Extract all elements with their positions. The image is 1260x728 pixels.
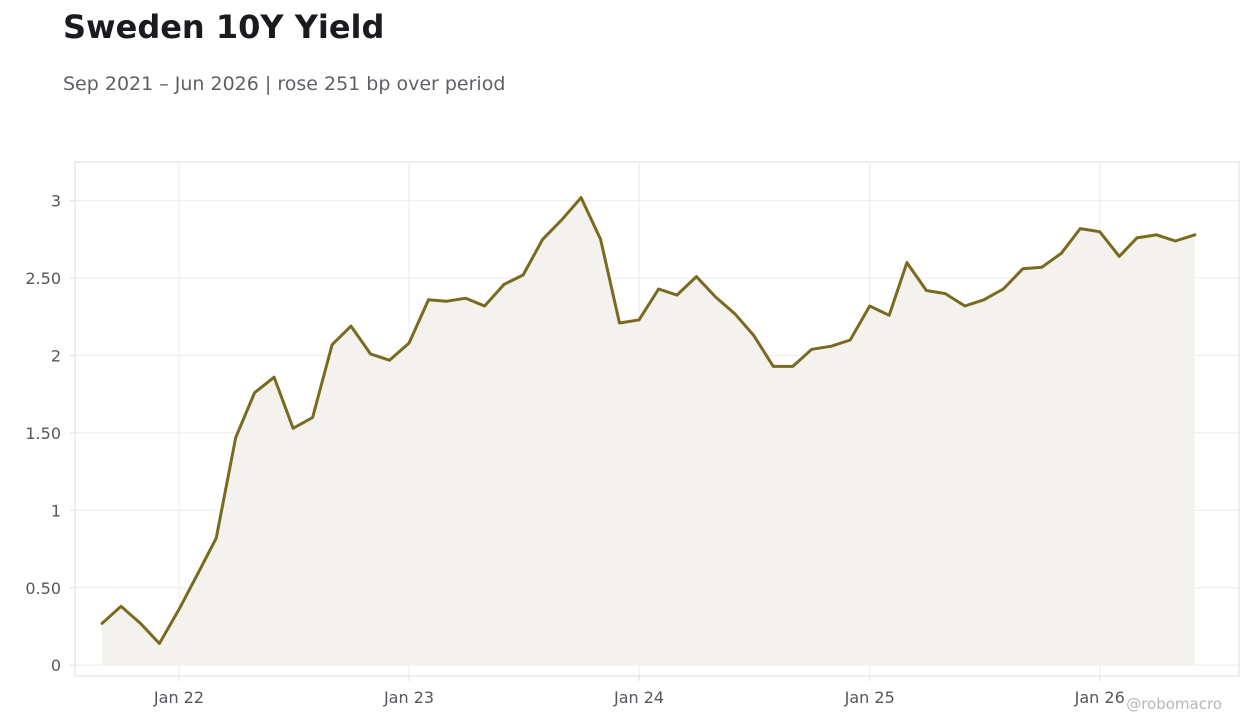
y-tick-label: 0.50 <box>25 579 61 598</box>
y-tick-label: 2.50 <box>25 269 61 288</box>
chart-subtitle: Sep 2021 – Jun 2026 | rose 251 bp over p… <box>63 73 506 95</box>
y-axis: 0 0.50 1 1.50 2 2.50 3 <box>25 192 75 675</box>
series-area <box>102 197 1195 666</box>
y-tick-label: 1.50 <box>25 424 61 443</box>
x-tick-label: Jan 23 <box>383 688 434 707</box>
x-tick-label: Jan 25 <box>844 688 895 707</box>
y-tick-label: 1 <box>51 501 61 520</box>
series-line <box>100 196 1197 645</box>
x-tick-label: Jan 24 <box>613 688 664 707</box>
chart-title: Sweden 10Y Yield <box>63 8 385 46</box>
watermark: @robomacro <box>1126 695 1222 713</box>
y-tick-label: 2 <box>51 347 61 366</box>
y-tick-label: 0 <box>51 656 61 675</box>
y-tick-label: 3 <box>51 192 61 211</box>
x-tick-label: Jan 22 <box>153 688 204 707</box>
plot-frame <box>74 161 1240 677</box>
plot-border <box>74 161 1240 677</box>
line-layer <box>100 196 1197 645</box>
x-axis: Jan 22 Jan 23 Jan 24 Jan 25 Jan 26 <box>153 676 1125 707</box>
x-tick-label: Jan 26 <box>1074 688 1125 707</box>
area-layer <box>102 197 1195 666</box>
